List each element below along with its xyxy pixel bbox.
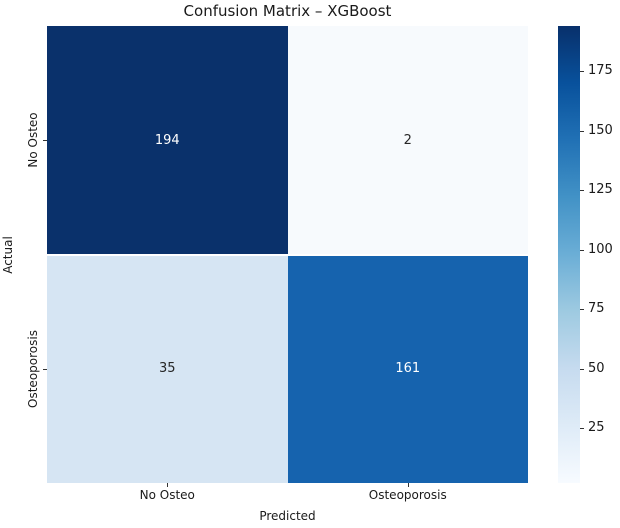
- colorbar-tick-label: 100: [588, 241, 613, 257]
- colorbar-tick-label: 175: [588, 63, 613, 79]
- colorbar-tick-label: 75: [588, 301, 605, 317]
- x-tick-label-osteoporosis: Osteoporosis: [368, 488, 447, 502]
- x-tick-mark: [407, 483, 409, 487]
- y-axis-label: Actual: [1, 236, 15, 274]
- cell-false-positive: 2: [287, 26, 528, 255]
- x-tick-mark: [167, 483, 169, 487]
- colorbar-tick-mark: [580, 130, 584, 132]
- x-axis-label: Predicted: [259, 509, 316, 523]
- heatmap: 194 2 35 161 No Osteo Osteoporosis No Os…: [26, 26, 528, 502]
- cell-true-negative: 194: [47, 26, 288, 255]
- y-tick-mark: [43, 368, 47, 370]
- colorbar-tick-mark: [580, 71, 584, 73]
- row-separator: [47, 253, 528, 256]
- colorbar: [558, 26, 580, 483]
- colorbar-tick-label: 125: [588, 182, 613, 198]
- x-tick-label-no-osteo: No Osteo: [139, 488, 195, 502]
- y-tick-mark: [43, 140, 47, 142]
- colorbar-tick-mark: [580, 190, 584, 192]
- colorbar-tick-mark: [580, 368, 584, 370]
- colorbar-tick-label: 25: [588, 420, 605, 436]
- y-tick-label-osteoporosis: Osteoporosis: [26, 329, 40, 408]
- plot-title: Confusion Matrix – XGBoost: [183, 2, 392, 20]
- y-tick-label-no-osteo: No Osteo: [26, 112, 40, 168]
- colorbar-tick-label: 150: [588, 122, 613, 138]
- colorbar-ticks: 175 150 125 100 75 50 25: [580, 26, 620, 483]
- colorbar-tick-mark: [580, 428, 584, 430]
- colorbar-tick-label: 50: [588, 360, 605, 376]
- colorbar-tick-mark: [580, 309, 584, 311]
- cell-false-negative: 35: [47, 254, 288, 483]
- cell-true-positive: 161: [287, 254, 528, 483]
- colorbar-tick-mark: [580, 249, 584, 251]
